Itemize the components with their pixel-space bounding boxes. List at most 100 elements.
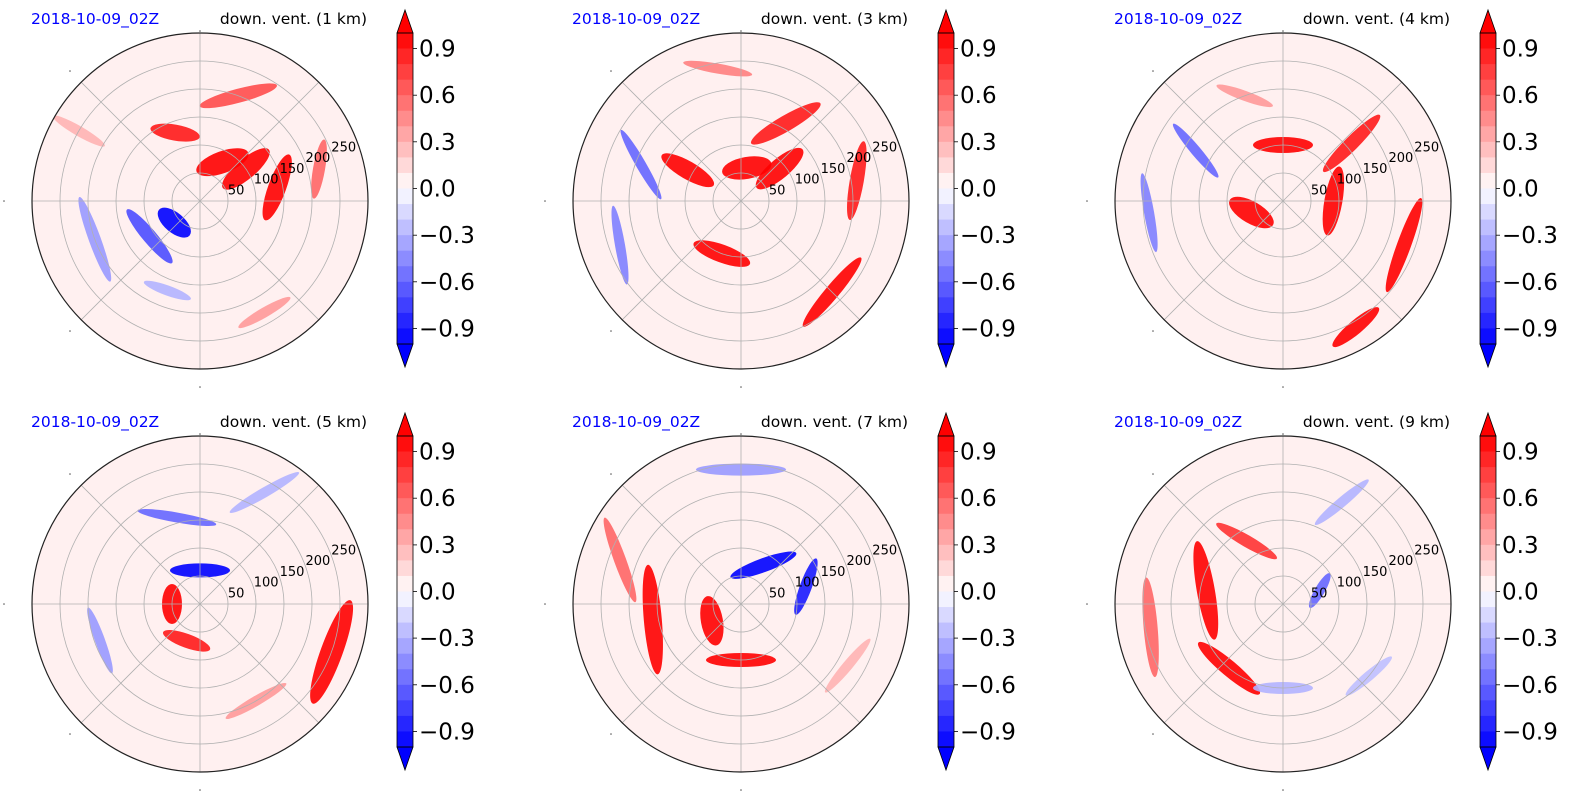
- colorbar-segment: [1480, 529, 1496, 546]
- colorbar-segment: [1480, 591, 1496, 608]
- colorbar-tick-label: −0.6: [960, 270, 1016, 296]
- field-contours: [611, 60, 867, 327]
- colorbar-segment: [1480, 219, 1496, 236]
- radial-tick-label: 50: [228, 183, 245, 198]
- colorbar-tick-label: 0.0: [960, 580, 997, 606]
- field-feature: [620, 129, 662, 200]
- radial-tick-label: 50: [1311, 586, 1328, 601]
- colorbar-extend-min: [1479, 746, 1497, 772]
- axis-tick-mark: [199, 789, 201, 791]
- colorbar-extend-max: [1479, 8, 1497, 34]
- colorbar-tick-label: 0.9: [1502, 440, 1539, 466]
- colorbar-tick-label: 0.6: [1502, 83, 1539, 109]
- polar-outline: [1114, 435, 1452, 773]
- colorbar-segment: [397, 513, 413, 530]
- radial-tick-label: 200: [1389, 151, 1414, 166]
- colorbar-extend-max: [937, 8, 955, 34]
- colorbar-segment: [397, 451, 413, 468]
- colorbar-segment: [397, 312, 413, 329]
- radial-tick-label: 150: [1363, 565, 1388, 580]
- colorbar-segment: [397, 95, 413, 112]
- colorbar-extend-min: [937, 343, 955, 369]
- colorbar-tick-label: −0.6: [960, 673, 1016, 699]
- colorbar-tick-label: −0.9: [1502, 316, 1558, 342]
- colorbar-segment: [1480, 513, 1496, 530]
- radial-tick-label: 50: [769, 586, 786, 601]
- panel-timestamp: 2018-10-09_02Z: [31, 413, 159, 432]
- panel-title: down. vent. (7 km): [761, 413, 908, 431]
- axis-tick-mark: [199, 386, 201, 388]
- colorbar-segment: [1480, 638, 1496, 655]
- colorbar: 0.9 0.6 0.3 0.0 −0.3 −0.6 −0.9: [937, 411, 1016, 772]
- colorbar-segment: [397, 498, 413, 515]
- colorbar-tick-label: 0.6: [1502, 486, 1539, 512]
- panel-timestamp: 2018-10-09_02Z: [1114, 413, 1242, 432]
- colorbar-tick-label: 0.0: [419, 580, 456, 606]
- colorbar-segment: [1480, 204, 1496, 220]
- colorbar-segment: [1480, 48, 1496, 65]
- colorbar-tick-label: 0.0: [419, 177, 456, 203]
- colorbar-segment: [938, 48, 954, 65]
- colorbar-segment: [938, 560, 954, 577]
- colorbar-segment: [938, 250, 954, 267]
- colorbar-extend-max: [1479, 411, 1497, 437]
- radial-tick-label: 50: [228, 586, 245, 601]
- radial-tick-label: 150: [821, 565, 846, 580]
- colorbar-tick-label: −0.9: [419, 720, 475, 746]
- colorbar-segment: [1480, 451, 1496, 468]
- radial-tick-label: 250: [331, 543, 356, 558]
- colorbar-tick-label: −0.3: [1502, 223, 1558, 249]
- colorbar-extend-min: [396, 343, 414, 369]
- colorbar-tick-label: 0.6: [419, 486, 456, 512]
- colorbar-segment: [1480, 312, 1496, 329]
- colorbar-segment: [397, 297, 413, 314]
- grid-spoke: [621, 200, 742, 321]
- colorbar-extend-min: [1479, 343, 1497, 369]
- colorbar-segment: [1480, 235, 1496, 252]
- radial-tick-label: 100: [1337, 576, 1362, 591]
- colorbar-tick-label: 0.9: [960, 37, 997, 63]
- grid-spoke: [1282, 81, 1403, 202]
- colorbar-segment: [938, 513, 954, 530]
- colorbar-tick-label: −0.9: [960, 720, 1016, 746]
- panel-title: down. vent. (3 km): [761, 10, 908, 28]
- radial-tick-label: 150: [821, 162, 846, 177]
- field-feature: [730, 551, 797, 579]
- colorbar-tick-label: 0.0: [960, 177, 997, 203]
- field-feature: [126, 209, 173, 264]
- colorbar-segment: [397, 731, 413, 748]
- field-feature: [794, 558, 818, 615]
- radial-tick-label: 250: [331, 140, 356, 155]
- radial-tick-label: 200: [847, 554, 872, 569]
- colorbar-segment: [1480, 607, 1496, 623]
- colorbar-segment: [938, 126, 954, 143]
- colorbar-segment: [1480, 157, 1496, 174]
- field-feature: [1142, 577, 1159, 678]
- field-feature: [1193, 541, 1219, 640]
- polar-outline: [31, 32, 369, 370]
- colorbar-segment: [938, 219, 954, 236]
- grid-spoke: [80, 603, 201, 724]
- field-feature: [87, 607, 113, 674]
- colorbar-segment: [938, 64, 954, 81]
- colorbar-segment: [938, 529, 954, 546]
- colorbar-segment: [938, 79, 954, 96]
- colorbar-segment: [397, 126, 413, 143]
- grid-spoke: [80, 484, 201, 605]
- panel-timestamp: 2018-10-09_02Z: [1114, 10, 1242, 29]
- colorbar-segment: [397, 141, 413, 158]
- colorbar-tick-label: −0.6: [1502, 270, 1558, 296]
- radial-tick-label: 50: [769, 183, 786, 198]
- colorbar-tick-label: 0.9: [960, 440, 997, 466]
- colorbar-tick-label: 0.3: [1502, 130, 1539, 156]
- axis-tick-mark: [1152, 733, 1154, 735]
- colorbar-tick-label: 0.3: [419, 533, 456, 559]
- colorbar-segment: [1480, 482, 1496, 499]
- colorbar-tick-label: −0.3: [419, 626, 475, 652]
- grid-spoke: [199, 484, 320, 605]
- colorbar-tick-label: −0.9: [1502, 720, 1558, 746]
- colorbar-segment: [1480, 126, 1496, 143]
